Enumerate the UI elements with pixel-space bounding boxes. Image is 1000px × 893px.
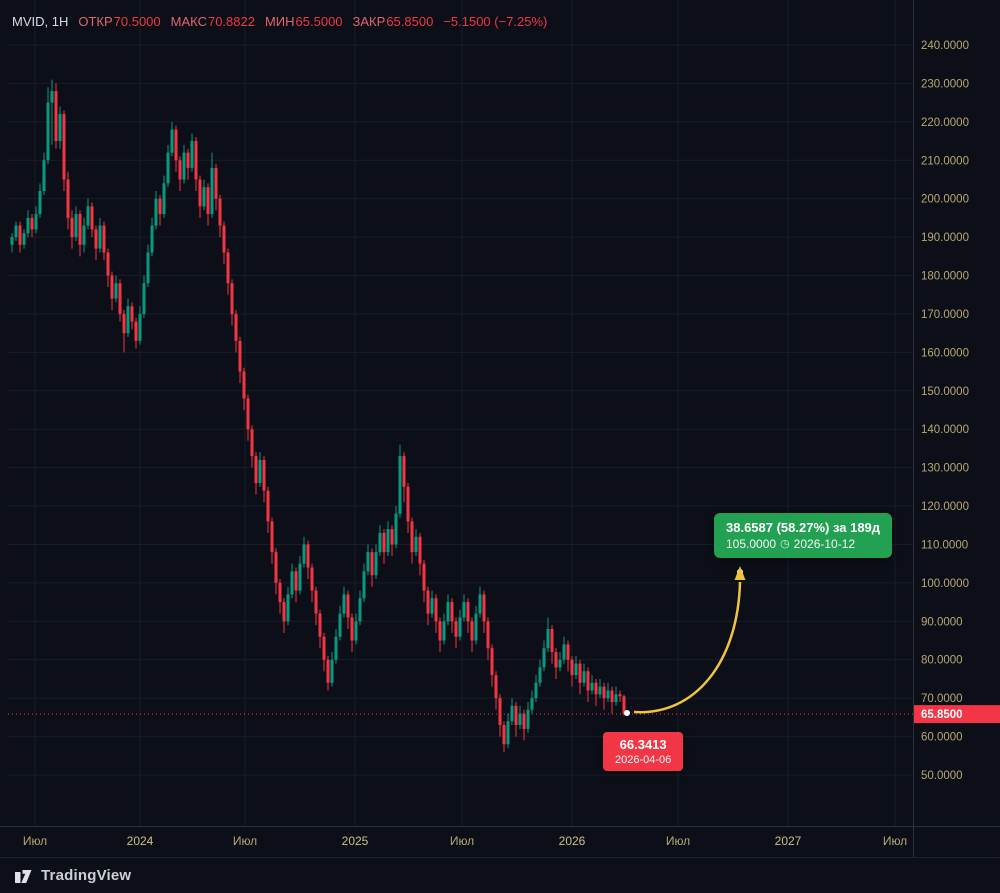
forecast-arrow[interactable] [624, 566, 746, 716]
arrow-head-icon [734, 566, 746, 580]
price-axis-label: 100.0000 [921, 578, 969, 590]
ohlc-high: МАКС 70.8822 [170, 14, 255, 29]
price-axis-label: 80.0000 [921, 655, 963, 667]
clock-icon: ◷ [780, 538, 790, 550]
price-axis-label: 60.0000 [921, 732, 963, 744]
time-axis-label: Июл [883, 834, 907, 848]
point-date: 2026-04-06 [615, 754, 672, 766]
forecast-label[interactable]: 38.6587 (58.27%) за 189д 105.0000 ◷ 2026… [714, 513, 893, 558]
point-price: 66.3413 [619, 737, 667, 752]
price-axis-label: 70.0000 [921, 693, 963, 705]
footer-bar: TradingView [0, 857, 1000, 893]
price-axis-label: 180.0000 [921, 271, 969, 283]
price-axis-label: 200.0000 [921, 194, 969, 206]
price-axis-label: 90.0000 [921, 616, 963, 628]
time-axis-label: 2025 [342, 834, 369, 848]
chart-grid [8, 0, 913, 826]
time-scale[interactable]: Июл 2024 Июл 2025 Июл 2026 Июл 2027 Июл [0, 826, 1000, 849]
last-price-value: 65.8500 [921, 709, 963, 721]
price-axis-label: 210.0000 [921, 155, 969, 167]
change-value: −5.1500 (−7.25%) [443, 14, 548, 29]
time-axis-label: 2026 [559, 834, 586, 848]
price-axis-label: 150.0000 [921, 386, 969, 398]
time-axis-label: Июл [23, 834, 47, 848]
forecast-target-date: 2026-10-12 [793, 537, 856, 551]
point-price-label[interactable]: 66.3413 2026-04-06 [603, 732, 684, 771]
candles[interactable] [10, 79, 626, 752]
time-axis-label: 2027 [775, 834, 802, 848]
price-axis-label: 240.0000 [921, 40, 969, 52]
time-axis-label: Июл [233, 834, 257, 848]
ohlc-open: ОТКР 70.5000 [78, 14, 161, 29]
price-chart-pane[interactable]: 50.0000 60.0000 70.0000 80.0000 90.0000 100.0… [0, 0, 1000, 857]
price-axis-label: 170.0000 [921, 309, 969, 321]
time-axis-label: Июл [450, 834, 474, 848]
tradingview-wordmark[interactable]: TradingView [41, 867, 132, 884]
price-axis-label: 230.0000 [921, 78, 969, 90]
forecast-change-text: 38.6587 (58.27%) за 189д [726, 520, 881, 535]
ohlc-close: ЗАКР 65.8500 [352, 14, 434, 29]
price-axis-label: 220.0000 [921, 117, 969, 129]
symbol-legend[interactable]: MVID, 1Н ОТКР 70.5000 МАКС 70.8822 МИН 65.5… [12, 14, 547, 29]
time-axis-label: 2024 [127, 834, 154, 848]
symbol-title[interactable]: MVID, 1Н [12, 14, 69, 29]
price-scale[interactable]: 50.0000 60.0000 70.0000 80.0000 90.0000 100.0… [913, 0, 969, 857]
price-axis-label: 190.0000 [921, 232, 969, 244]
price-axis-label: 160.0000 [921, 347, 969, 359]
forecast-target-price: 105.0000 [726, 537, 777, 551]
price-axis-label: 120.0000 [921, 501, 969, 513]
price-axis-label: 110.0000 [921, 539, 968, 551]
last-price-tag[interactable]: 65.8500 [914, 705, 1000, 724]
price-axis-label: 140.0000 [921, 424, 969, 436]
price-axis-label: 50.0000 [921, 770, 963, 782]
time-axis-label: Июл [666, 834, 690, 848]
tradingview-logo[interactable] [14, 866, 33, 885]
ohlc-low: МИН 65.5000 [264, 14, 343, 29]
price-axis-label: 130.0000 [921, 463, 969, 475]
